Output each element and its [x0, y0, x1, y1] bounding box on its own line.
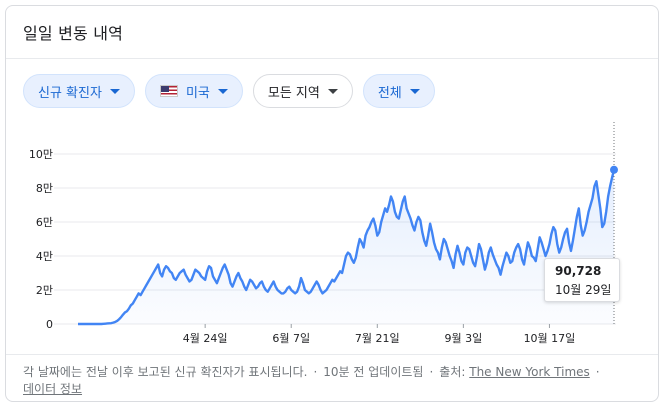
series-area [78, 169, 614, 324]
y-tick-label: 4만 [36, 250, 53, 263]
us-flag-icon [159, 85, 178, 97]
series-line [78, 169, 616, 326]
scope-filter-chip[interactable]: 전체 [362, 74, 435, 108]
scope-filter-label: 전체 [377, 85, 402, 101]
caret-down-icon [409, 88, 420, 94]
x-tick-label: 9월 3일 [445, 331, 483, 345]
x-tick-label: 7월 21일 [355, 331, 400, 345]
data-info-link[interactable]: 데이터 정보 [23, 382, 83, 396]
area-filter-label: 모든 지역 [267, 85, 320, 101]
tooltip-value: 90,728 [555, 264, 602, 278]
daily-cases-card: 일일 변동 내역 신규 확진자 미국 모든 지역 전체 [5, 5, 659, 402]
metric-filter-chip[interactable]: 신규 확진자 [23, 74, 135, 108]
area-filter-chip[interactable]: 모든 지역 [252, 74, 353, 108]
y-tick-label: 2만 [36, 284, 53, 297]
x-tick-label: 10월 17일 [524, 331, 576, 345]
y-tick-label: 6만 [36, 216, 53, 229]
y-tick-label: 0 [46, 318, 53, 331]
card-header: 일일 변동 내역 [6, 6, 658, 59]
card-title: 일일 변동 내역 [23, 24, 124, 43]
caret-down-icon [217, 88, 228, 94]
metric-filter-label: 신규 확진자 [38, 85, 102, 101]
source-link[interactable]: The New York Times [469, 365, 590, 379]
y-tick-label: 10만 [29, 148, 53, 161]
tooltip-date: 10월 29일 [555, 283, 612, 297]
caret-down-icon [109, 88, 120, 94]
filter-bar: 신규 확진자 미국 모든 지역 전체 [23, 74, 435, 108]
footer-source-label: 출처: [439, 365, 466, 379]
x-tick-label: 4월 24일 [183, 331, 228, 345]
x-tick-label: 6월 7일 [272, 331, 310, 345]
region-filter-label: 미국 [185, 85, 210, 101]
region-filter-chip[interactable]: 미국 [144, 74, 243, 108]
y-tick-label: 8만 [36, 182, 53, 195]
card-footer: 각 날짜에는 전날 이후 보고된 신규 확진자가 표시됩니다. · 10분 전 업데… [6, 354, 658, 398]
footer-note: 각 날짜에는 전날 이후 보고된 신규 확진자가 표시됩니다. [23, 365, 308, 379]
chart-area[interactable]: 0 2만 4만 6만 8만 10만 4월 24일 6월 7일 7월 21일 9월 3일 10월 1… [6, 116, 658, 356]
daily-cases-chart[interactable]: 0 2만 4만 6만 8만 10만 4월 24일 6월 7일 7월 21일 9월 3일 10월 1… [6, 116, 658, 356]
chart-tooltip: 90,728 10월 29일 [544, 258, 620, 302]
footer-updated: 10분 전 업데이트됨 [323, 365, 424, 379]
hover-point-marker [610, 165, 618, 174]
caret-down-icon [327, 88, 338, 94]
